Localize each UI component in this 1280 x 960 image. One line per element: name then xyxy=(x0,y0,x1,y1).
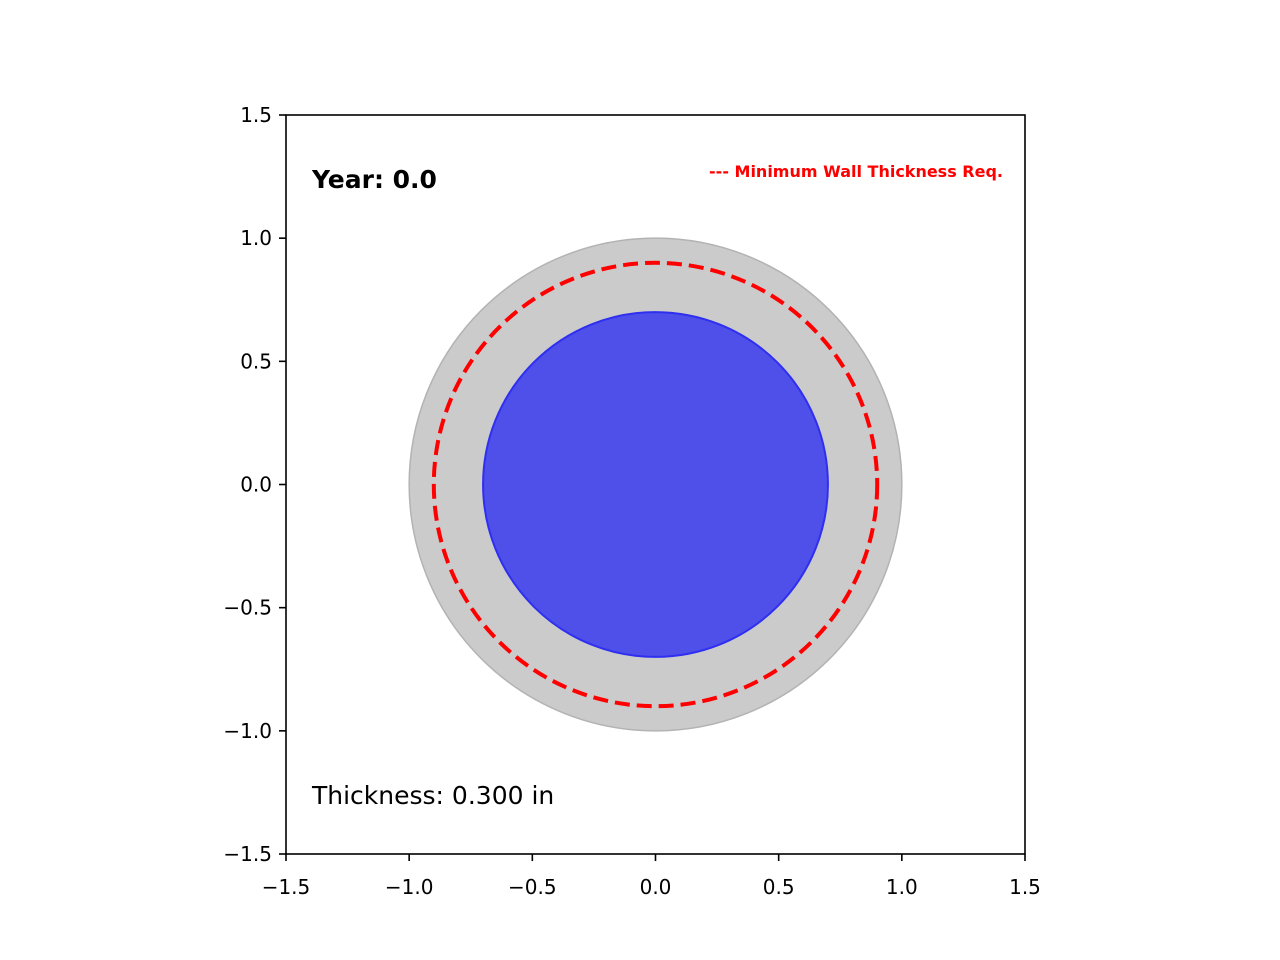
y-tick-label: −0.5 xyxy=(223,596,272,620)
y-tick-label: 1.0 xyxy=(240,226,272,250)
x-tick-label: 1.0 xyxy=(886,875,918,899)
pipe-bore-circle xyxy=(482,311,829,658)
year-annotation: Year: 0.0 xyxy=(311,165,437,194)
x-tick-label: −1.0 xyxy=(385,875,434,899)
x-tick-label: 0.5 xyxy=(763,875,795,899)
pipe-cross-section xyxy=(408,237,903,732)
x-tick-label: 0.0 xyxy=(640,875,672,899)
y-tick-label: 0.5 xyxy=(240,349,272,373)
y-tick-label: −1.0 xyxy=(223,719,272,743)
y-tick-label: −1.5 xyxy=(223,842,272,866)
min-wall-legend: --- Minimum Wall Thickness Req. xyxy=(709,162,1003,181)
thickness-annotation: Thickness: 0.300 in xyxy=(311,781,554,810)
x-tick-label: −0.5 xyxy=(508,875,557,899)
x-tick-label: 1.5 xyxy=(1009,875,1041,899)
y-tick-label: 0.0 xyxy=(240,473,272,497)
x-tick-label: −1.5 xyxy=(262,875,311,899)
min-wall-thickness-circle xyxy=(431,260,880,709)
axis-ticks: −1.5 −1.0 −0.5 0.0 0.5 1.0 1.5 −1.5 −1.0 −0.5 0.0 0… xyxy=(223,103,1040,899)
y-tick-label: 1.5 xyxy=(240,103,272,127)
